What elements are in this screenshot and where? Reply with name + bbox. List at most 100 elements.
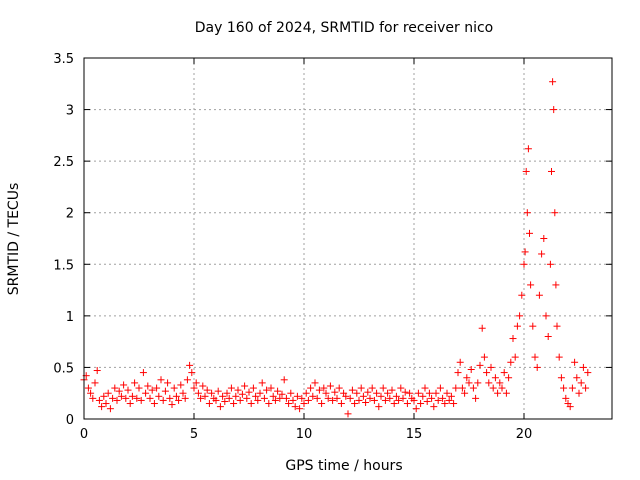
data-point [126, 400, 134, 408]
data-point [271, 396, 279, 404]
data-point [128, 392, 136, 400]
data-point [219, 392, 227, 400]
data-point [142, 389, 150, 397]
data-point [230, 400, 238, 408]
data-point [483, 369, 491, 377]
data-point [505, 374, 513, 382]
data-point [546, 260, 554, 268]
data-points [80, 78, 592, 418]
data-point [168, 401, 176, 409]
data-point [153, 384, 161, 392]
data-point [395, 396, 403, 404]
data-point [307, 384, 315, 392]
data-point [535, 291, 543, 299]
data-point [146, 394, 154, 402]
data-point [443, 389, 451, 397]
data-point [309, 392, 317, 400]
data-point [511, 353, 519, 361]
data-point [485, 379, 493, 387]
data-point [263, 386, 271, 394]
data-point [526, 229, 533, 237]
data-point [491, 374, 499, 382]
data-point [370, 396, 378, 404]
y-tick-label: 3.5 [53, 52, 74, 67]
data-point [531, 353, 539, 361]
data-point [194, 389, 202, 397]
data-point [579, 363, 587, 371]
data-point [441, 400, 449, 408]
data-point [478, 324, 486, 332]
data-point [344, 410, 352, 418]
data-point [386, 394, 394, 402]
data-point [144, 382, 152, 390]
data-point [538, 250, 546, 258]
data-point [324, 394, 332, 402]
data-point [106, 405, 114, 413]
data-point [311, 379, 319, 387]
data-point [467, 365, 475, 373]
data-point [247, 400, 255, 408]
data-point [256, 389, 264, 397]
data-point [348, 386, 356, 394]
data-point [476, 361, 484, 369]
x-tick-label: 15 [406, 427, 423, 442]
data-point [287, 389, 295, 397]
data-point [390, 400, 398, 408]
data-point [278, 390, 286, 398]
data-point [120, 381, 128, 389]
data-point [463, 374, 471, 382]
data-point [225, 394, 233, 402]
data-point [249, 384, 257, 392]
data-point [175, 396, 183, 404]
data-point [221, 397, 229, 405]
data-point [445, 396, 453, 404]
data-point [522, 167, 530, 175]
data-point [322, 389, 330, 397]
data-point [166, 394, 174, 402]
data-point [568, 384, 576, 392]
data-point [549, 78, 557, 86]
data-point [302, 389, 310, 397]
data-point [293, 392, 301, 400]
data-point [434, 396, 442, 404]
data-point [575, 389, 583, 397]
data-point [377, 392, 385, 400]
data-point [555, 353, 563, 361]
y-tick-label: 0.5 [53, 361, 74, 376]
data-point [548, 167, 555, 175]
data-point [419, 392, 427, 400]
data-point [359, 392, 367, 400]
data-point [172, 392, 180, 400]
data-point [401, 388, 409, 396]
data-point [164, 379, 172, 387]
data-point [276, 394, 284, 402]
data-point [304, 396, 312, 404]
data-point [280, 376, 288, 384]
data-point [186, 361, 194, 369]
data-point [289, 396, 297, 404]
data-point [472, 394, 480, 402]
data-point [320, 384, 328, 392]
data-point [183, 376, 191, 384]
data-point [335, 384, 343, 392]
data-point [181, 394, 189, 402]
data-point [577, 379, 585, 387]
y-tick-label: 0 [66, 413, 74, 428]
data-point [436, 384, 444, 392]
data-point [260, 394, 268, 402]
data-point [342, 392, 350, 400]
data-point [190, 384, 198, 392]
y-tick-label: 2 [66, 207, 74, 222]
data-point [318, 400, 326, 408]
data-point [91, 379, 99, 387]
data-point [520, 260, 528, 268]
data-point [406, 389, 414, 397]
data-point [447, 392, 455, 400]
data-point [133, 394, 141, 402]
data-point [500, 369, 508, 377]
data-point [560, 384, 568, 392]
data-point [552, 281, 560, 289]
data-point [527, 281, 535, 289]
